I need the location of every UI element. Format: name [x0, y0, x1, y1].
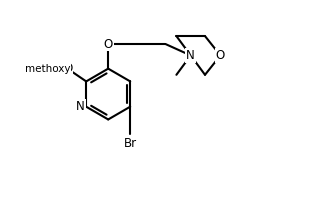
Text: O: O [63, 62, 72, 75]
Text: O: O [104, 37, 113, 51]
Text: O: O [216, 49, 225, 62]
Text: N: N [76, 100, 85, 113]
Text: N: N [186, 49, 195, 62]
Text: Br: Br [124, 137, 137, 150]
Text: methoxy: methoxy [25, 64, 71, 74]
